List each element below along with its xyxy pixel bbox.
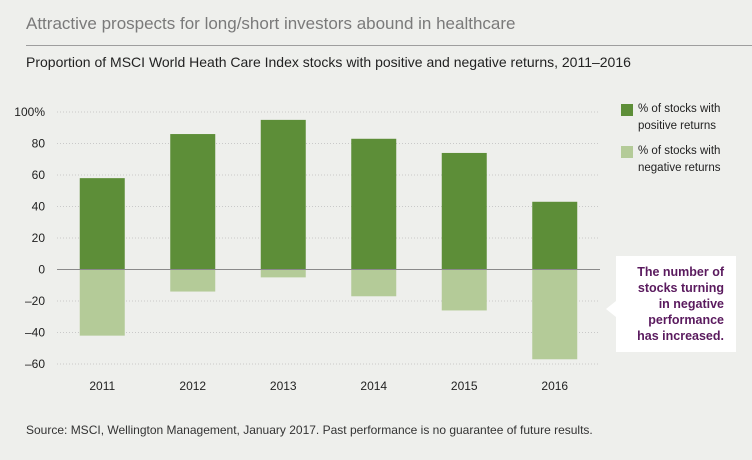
bar-positive — [260, 119, 306, 270]
bar-positive — [79, 178, 125, 270]
title-divider — [26, 45, 752, 46]
callout-box: The number of stocks turning in negative… — [616, 256, 736, 352]
x-tick-label: 2015 — [451, 379, 478, 393]
bar-positive — [170, 134, 216, 270]
bar-negative — [441, 269, 487, 311]
bar-negative — [351, 269, 397, 297]
legend-swatch-negative — [621, 146, 633, 158]
callout-line: has increased. — [637, 329, 724, 343]
bar-positive — [351, 138, 397, 270]
bar-negative — [170, 269, 216, 292]
y-tick-label: 60 — [32, 168, 46, 182]
bar-negative — [79, 269, 125, 336]
x-tick-label: 2011 — [89, 379, 115, 393]
y-tick-label: 80 — [32, 137, 46, 151]
callout-line: The number of — [637, 265, 724, 279]
callout-line: performance — [648, 313, 724, 327]
x-tick-label: 2016 — [541, 379, 568, 393]
x-tick-label: 2012 — [179, 379, 206, 393]
bar-negative — [532, 269, 578, 360]
x-tick-label: 2013 — [270, 379, 297, 393]
y-tick-label: 20 — [32, 231, 46, 245]
y-tick-label: –40 — [25, 326, 45, 340]
chart-subtitle: Proportion of MSCI World Heath Care Inde… — [26, 54, 631, 70]
y-tick-label: 100% — [14, 105, 45, 119]
y-tick-label: –20 — [25, 294, 45, 308]
chart-title: Attractive prospects for long/short inve… — [26, 14, 516, 33]
bar-positive — [532, 201, 578, 270]
y-tick-label: 40 — [32, 200, 46, 214]
callout-text: The number of stocks turning in negative… — [616, 264, 724, 344]
y-tick-label: –60 — [25, 357, 45, 371]
callout-pointer — [606, 301, 616, 317]
source-note: Source: MSCI, Wellington Management, Jan… — [26, 423, 593, 437]
legend-label-negative: % of stocks with negative returns — [638, 145, 721, 174]
y-tick-label: 0 — [38, 263, 45, 277]
legend-swatch-positive — [621, 104, 633, 116]
callout-line: in negative — [658, 297, 724, 311]
bar-negative — [260, 269, 306, 278]
x-tick-label: 2014 — [360, 379, 387, 393]
legend-label-positive: % of stocks with positive returns — [638, 103, 721, 132]
callout-line: stocks turning — [637, 281, 724, 295]
bar-positive — [441, 152, 487, 270]
